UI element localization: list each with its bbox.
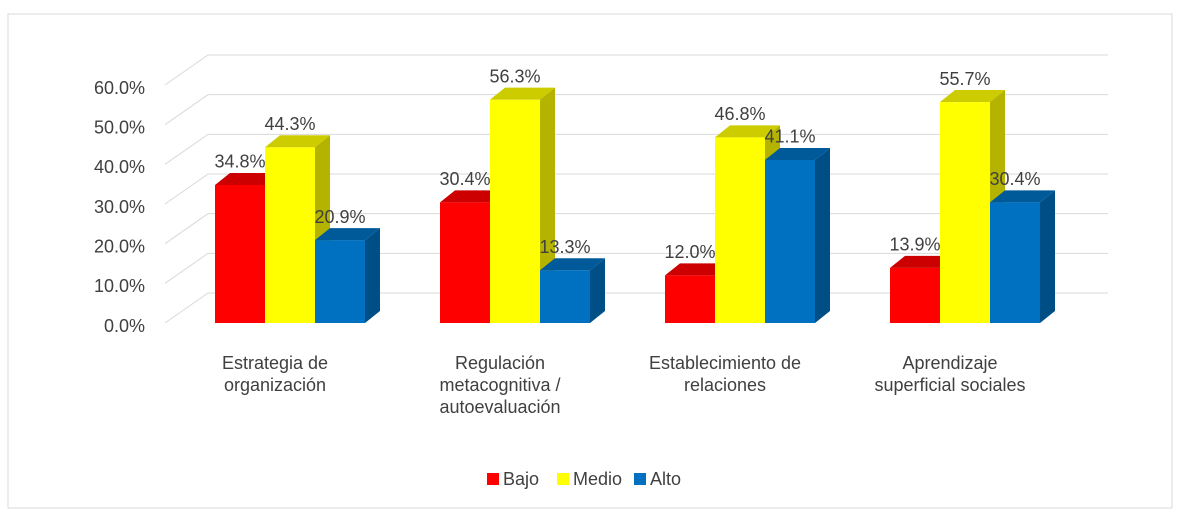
- x-tick-label: Regulación metacognitiva / autoevaluació…: [439, 353, 561, 417]
- data-label: 12.0%: [664, 242, 715, 262]
- bar-front: [715, 137, 765, 323]
- bar-top: [540, 258, 605, 271]
- data-label: 30.4%: [439, 169, 490, 189]
- bar-side: [1040, 190, 1055, 323]
- y-tick-label: 60.0%: [94, 78, 145, 98]
- bar-top: [215, 172, 280, 185]
- bar-top: [715, 125, 780, 138]
- legend-swatch: [557, 473, 569, 485]
- data-label: 56.3%: [489, 66, 540, 86]
- bar-front: [890, 267, 940, 323]
- legend-swatch: [487, 473, 499, 485]
- y-tick-label: 40.0%: [94, 157, 145, 177]
- data-label: 41.1%: [764, 127, 815, 147]
- data-label: 34.8%: [214, 152, 265, 172]
- bar-side: [365, 228, 380, 323]
- bar-front: [665, 275, 715, 323]
- bar-front: [540, 270, 590, 323]
- bar-top: [315, 228, 380, 241]
- bar-top: [890, 255, 955, 268]
- x-tick-label: Aprendizaje superficial sociales: [874, 353, 1026, 395]
- data-label: 44.3%: [264, 114, 315, 134]
- x-tick-label: Establecimiento de relaciones: [648, 353, 802, 395]
- y-tick-label: 10.0%: [94, 276, 145, 296]
- bar-top: [940, 90, 1005, 103]
- x-tick-label: Estrategia de organización: [221, 353, 329, 395]
- legend-label: Alto: [650, 469, 681, 489]
- data-label: 13.9%: [889, 235, 940, 255]
- data-label: 46.8%: [714, 104, 765, 124]
- legend-swatch: [634, 473, 646, 485]
- y-tick-label: 30.0%: [94, 197, 145, 217]
- bar-front: [490, 99, 540, 323]
- bar-side: [815, 147, 830, 323]
- data-label: 20.9%: [314, 207, 365, 227]
- grid-line: [164, 94, 1108, 126]
- y-tick-label: 50.0%: [94, 117, 145, 137]
- bar-top: [665, 263, 730, 276]
- bar-front: [265, 147, 315, 323]
- data-label: 30.4%: [989, 169, 1040, 189]
- bar-top: [490, 87, 555, 100]
- bar-top: [990, 190, 1055, 203]
- data-label: 55.7%: [939, 69, 990, 89]
- y-tick-label: 0.0%: [104, 316, 145, 336]
- bar-top: [440, 190, 505, 203]
- grid-line: [164, 133, 1108, 165]
- bar-front: [765, 159, 815, 323]
- bar-top: [765, 147, 830, 160]
- grid-line: [164, 54, 1108, 86]
- data-label: 13.3%: [539, 237, 590, 257]
- bar-front: [215, 184, 265, 323]
- bar-front: [990, 202, 1040, 323]
- legend-label: Bajo: [503, 469, 539, 489]
- bar-side: [590, 258, 605, 323]
- bar-front: [940, 102, 990, 323]
- bar-front: [315, 240, 365, 323]
- bar-top: [265, 135, 330, 148]
- bar-front: [440, 202, 490, 323]
- y-tick-label: 20.0%: [94, 236, 145, 256]
- legend-label: Medio: [573, 469, 622, 489]
